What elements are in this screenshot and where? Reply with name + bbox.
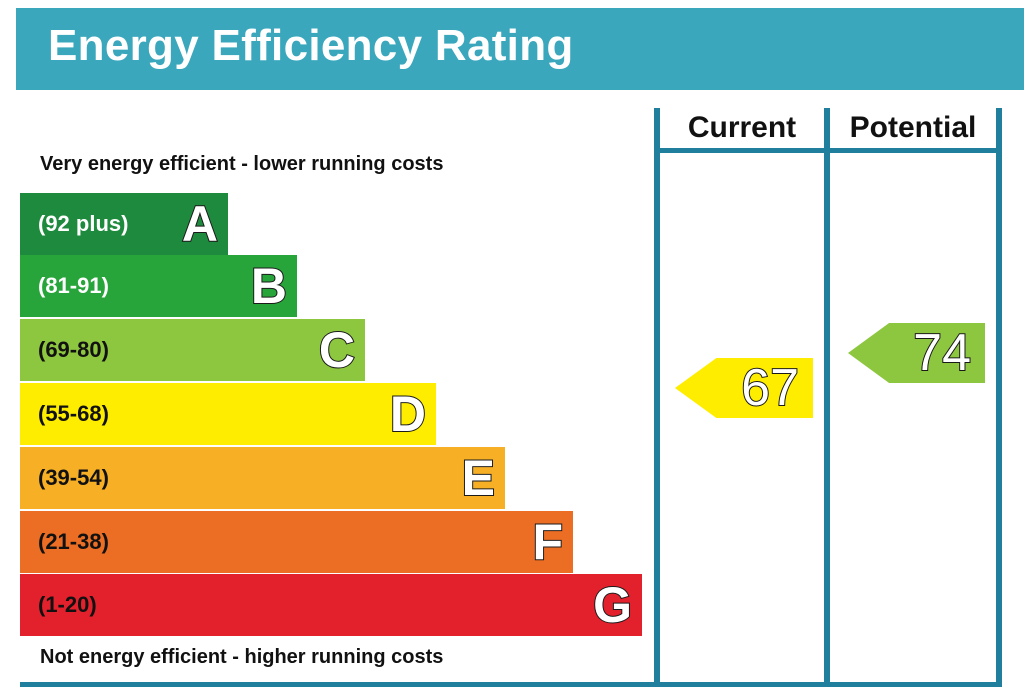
bottom-caption: Not energy efficient - higher running co… (40, 646, 444, 668)
band-range: (21-38) (38, 529, 109, 554)
band-letter: E (461, 450, 496, 506)
band-range: (92 plus) (38, 211, 129, 236)
band-range: (39-54) (38, 465, 109, 490)
column-divider-left (654, 108, 660, 686)
band-range: (81-91) (38, 273, 109, 298)
bottom-border (20, 682, 1002, 687)
band-range: (1-20) (38, 592, 97, 617)
column-divider-right (996, 108, 1002, 686)
potential-rating-arrow: 74 (848, 323, 985, 383)
band-range: (55-68) (38, 401, 109, 426)
band-letter: F (531, 514, 564, 570)
current-rating-arrow: 67 (675, 358, 813, 418)
band-letter: G (592, 577, 633, 633)
current-column-header: Current (687, 111, 797, 144)
band-e: (39-54) E (20, 447, 505, 509)
top-caption: Very energy efficient - lower running co… (40, 153, 444, 175)
band-letter: B (250, 258, 288, 314)
band-a: (92 plus) A (20, 193, 228, 255)
band-letter: C (318, 322, 356, 378)
title-bar (16, 8, 1024, 90)
potential-rating-value: 74 (912, 323, 972, 383)
band-f: (21-38) F (20, 511, 573, 573)
current-rating-value: 67 (740, 358, 800, 418)
band-c: (69-80) C (20, 319, 365, 381)
page-title: Energy Efficiency Rating (48, 21, 574, 70)
band-d: (55-68) D (20, 383, 436, 445)
band-g: (1-20) G (20, 574, 642, 636)
band-letter: A (181, 196, 219, 252)
potential-column-header: Potential (849, 111, 977, 144)
band-b: (81-91) B (20, 255, 297, 317)
band-letter: D (389, 386, 427, 442)
header-underline (654, 148, 1002, 153)
column-divider-middle (824, 108, 830, 686)
band-range: (69-80) (38, 337, 109, 362)
